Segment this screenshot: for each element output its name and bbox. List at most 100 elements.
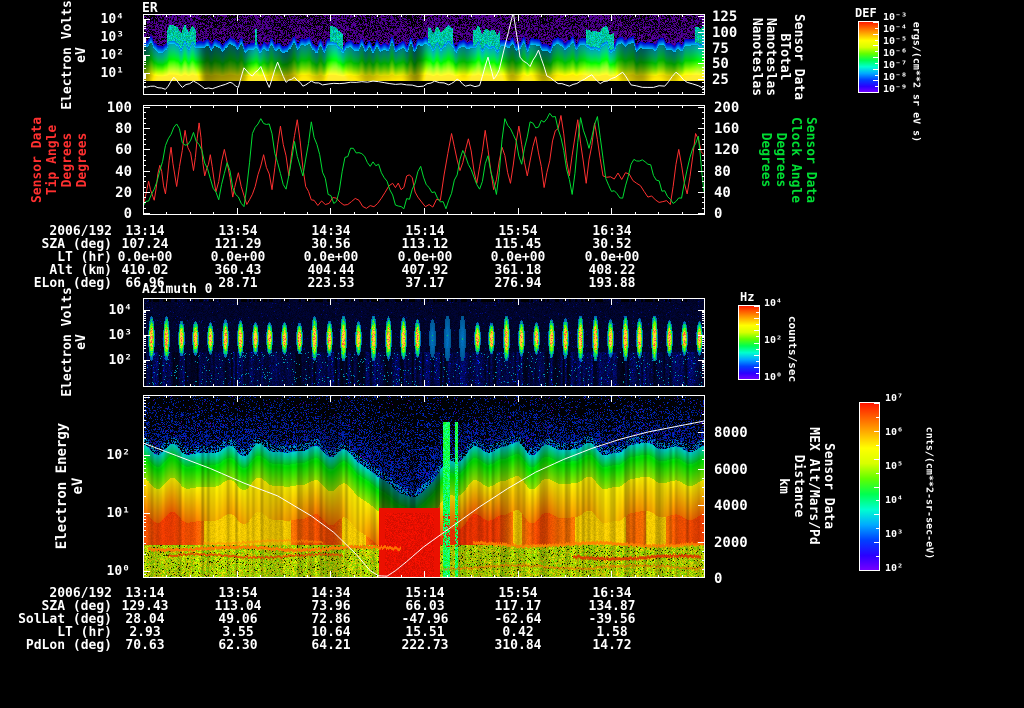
- lower-ephemeris-table-cell: 0.42: [502, 625, 534, 640]
- lower-ephemeris-table-cell: 113.04: [214, 599, 262, 614]
- electron-energy-spectrogram-canvas: [143, 395, 705, 578]
- def-colorbar-tick-label: 10⁻⁴: [883, 24, 908, 35]
- counts-colorbar-tick-label: 10⁵: [885, 461, 904, 472]
- counts-colorbar-tick-label: 10⁷: [885, 393, 904, 404]
- lower-ephemeris-table-cell: 1.58: [596, 625, 628, 640]
- upper-ephemeris-table-row-label: 2006/192: [49, 224, 112, 239]
- panel3-title: Azimuth 0: [142, 282, 213, 297]
- lower-ephemeris-table-cell: 15:14: [405, 586, 445, 601]
- upper-ephemeris-table-cell: 408.22: [588, 263, 636, 278]
- p2-ytick-label: 60: [115, 142, 132, 159]
- p1-ytick-label: 10¹: [100, 66, 124, 81]
- p4-right-tick-label: 6000: [714, 461, 748, 478]
- p1-right-tick-label: 75: [712, 40, 729, 57]
- p4-right-tick-label: 0: [714, 571, 723, 587]
- upper-ephemeris-table-row-label: LT (hr): [57, 250, 112, 265]
- def-colorbar-tick-label: 10⁻⁶: [883, 48, 908, 59]
- p1-ytick-label: 10³: [100, 30, 124, 45]
- lower-ephemeris-table-cell: 10.64: [311, 625, 351, 640]
- lower-ephemeris-table-cell: 13:54: [218, 586, 258, 601]
- upper-ephemeris-table-cell: 113.12: [401, 237, 449, 252]
- hz-colorbar-title: Hz: [740, 290, 755, 304]
- upper-ephemeris-table-cell: 15:14: [405, 224, 445, 239]
- p4-ytick-label: 10²: [106, 448, 130, 463]
- upper-ephemeris-table-row-label: SZA (deg): [41, 237, 112, 252]
- upper-ephemeris-table-cell: 13:54: [218, 224, 258, 239]
- p4-ytick-label: 10¹: [106, 506, 130, 521]
- lower-ephemeris-table-cell: 129.43: [121, 599, 169, 614]
- hz-colorbar: [738, 305, 760, 380]
- lower-ephemeris-table-cell: 222.73: [401, 638, 449, 653]
- counts-colorbar-tick-label: 10⁶: [885, 427, 904, 438]
- def-colorbar-tick-label: 10⁻⁸: [883, 72, 908, 83]
- p2-right-tick-label: 120: [714, 142, 740, 159]
- upper-ephemeris-table-cell: 37.17: [405, 276, 445, 291]
- er-spectrogram-canvas: [143, 14, 705, 95]
- p2-right-tick-label: 40: [714, 184, 731, 201]
- lower-ephemeris-table-cell: -62.64: [494, 612, 542, 627]
- upper-ephemeris-table-cell: 16:34: [592, 224, 632, 239]
- upper-ephemeris-table-cell: 404.44: [307, 263, 355, 278]
- def-colorbar-tick-label: 10⁻⁷: [883, 60, 908, 71]
- upper-ephemeris-table-cell: 14:34: [311, 224, 351, 239]
- p3-ytick-label: 10³: [108, 328, 132, 343]
- p2-ytick-label: 80: [115, 121, 132, 138]
- p1-ytick-label: 10⁴: [100, 12, 124, 27]
- p2-ytick-label: 20: [115, 184, 132, 201]
- lower-ephemeris-table-cell: 134.87: [588, 599, 636, 614]
- upper-ephemeris-table-cell: 407.92: [401, 263, 449, 278]
- upper-ephemeris-table-cell: 66.96: [125, 276, 165, 291]
- def-colorbar-tick-label: 10⁻⁹: [883, 84, 908, 95]
- lower-ephemeris-table-cell: 72.86: [311, 612, 351, 627]
- counts-colorbar: [859, 402, 880, 571]
- lower-ephemeris-table-cell: 28.04: [125, 612, 165, 627]
- lower-ephemeris-table-cell: -47.96: [401, 612, 449, 627]
- upper-ephemeris-table-cell: 0.0e+00: [584, 250, 640, 265]
- hz-colorbar-tick-label: 10⁴: [764, 298, 783, 309]
- lower-ephemeris-table-cell: 3.55: [222, 625, 254, 640]
- upper-ephemeris-table-cell: 115.45: [494, 237, 542, 252]
- upper-ephemeris-table-cell: 30.56: [311, 237, 351, 252]
- p2-right-tick-label: 80: [714, 163, 731, 180]
- lower-ephemeris-table-cell: -39.56: [588, 612, 636, 627]
- lower-ephemeris-table-cell: 2.93: [129, 625, 161, 640]
- upper-ephemeris-table-cell: 30.52: [592, 237, 632, 252]
- counts-colorbar-tick-label: 10⁴: [885, 495, 904, 506]
- hz-colorbar-tick-label: 10⁰: [764, 372, 783, 383]
- upper-ephemeris-table-cell: 410.02: [121, 263, 169, 278]
- lower-ephemeris-table-cell: 49.06: [218, 612, 258, 627]
- azimuth-spectrogram-canvas: [143, 298, 705, 387]
- p2-ytick-label: 40: [115, 163, 132, 180]
- lower-ephemeris-table-cell: 64.21: [311, 638, 351, 653]
- p1-ytick-label: 10²: [100, 48, 124, 63]
- lower-ephemeris-table-cell: 117.17: [494, 599, 542, 614]
- lower-ephemeris-table-row-label: SZA (deg): [41, 599, 112, 614]
- p3-ytick-label: 10⁴: [108, 303, 132, 318]
- upper-ephemeris-table-cell: 0.0e+00: [303, 250, 359, 265]
- def-colorbar-tick-label: 10⁻³: [883, 12, 908, 23]
- p1-right-tick-label: 100: [712, 24, 738, 41]
- lower-ephemeris-table-cell: 310.84: [494, 638, 542, 653]
- p1-right-tick-label: 25: [712, 72, 729, 89]
- p4-right-tick-label: 2000: [714, 534, 748, 551]
- upper-ephemeris-table-cell: 0.0e+00: [397, 250, 453, 265]
- upper-ephemeris-table-cell: 0.0e+00: [490, 250, 546, 265]
- upper-ephemeris-table-cell: 0.0e+00: [210, 250, 266, 265]
- upper-ephemeris-table-cell: 107.24: [121, 237, 169, 252]
- p2-right-tick-label: 160: [714, 121, 740, 138]
- lower-ephemeris-table-cell: 14.72: [592, 638, 632, 653]
- p2-ytick-label: 0: [123, 206, 132, 222]
- upper-ephemeris-table-row-label: Alt (km): [49, 263, 112, 278]
- upper-ephemeris-table-row-label: ELon (deg): [33, 276, 112, 291]
- lower-ephemeris-table-cell: 16:34: [592, 586, 632, 601]
- upper-ephemeris-table-cell: 28.71: [218, 276, 258, 291]
- upper-ephemeris-table-cell: 0.0e+00: [117, 250, 173, 265]
- p1-right-tick-label: 125: [712, 9, 738, 25]
- upper-ephemeris-table-cell: 223.53: [307, 276, 355, 291]
- p4-ytick-label: 10⁰: [106, 564, 130, 579]
- angle-lines-canvas: [143, 105, 705, 215]
- lower-ephemeris-table-row-label: SolLat (deg): [18, 612, 112, 627]
- lower-ephemeris-table-cell: 14:34: [311, 586, 351, 601]
- p2-ytick-label: 100: [106, 100, 132, 116]
